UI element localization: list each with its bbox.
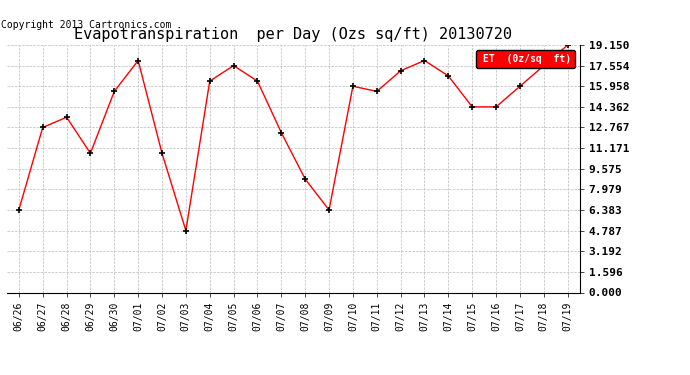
Legend: ET  (0z/sq  ft): ET (0z/sq ft): [476, 50, 575, 68]
Title: Evapotranspiration  per Day (Ozs sq/ft) 20130720: Evapotranspiration per Day (Ozs sq/ft) 2…: [75, 27, 512, 42]
Text: Copyright 2013 Cartronics.com: Copyright 2013 Cartronics.com: [1, 20, 172, 30]
